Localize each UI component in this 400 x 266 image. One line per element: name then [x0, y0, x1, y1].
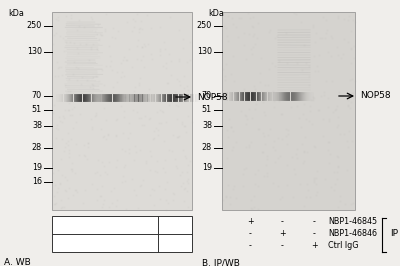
Text: 250: 250	[197, 22, 212, 31]
Text: 38: 38	[202, 122, 212, 131]
Text: A. WB: A. WB	[4, 258, 31, 266]
Text: NOP58: NOP58	[197, 93, 228, 102]
Text: 16: 16	[32, 177, 42, 186]
Text: 38: 38	[32, 122, 42, 131]
Text: HeLa: HeLa	[97, 239, 117, 248]
Text: B. IP/WB: B. IP/WB	[202, 258, 240, 266]
Text: kDa: kDa	[8, 9, 24, 18]
Text: Ctrl IgG: Ctrl IgG	[328, 242, 358, 251]
Text: NBP1-46846: NBP1-46846	[328, 230, 377, 239]
Text: 250: 250	[27, 22, 42, 31]
Text: 19: 19	[32, 164, 42, 172]
Text: -: -	[280, 242, 284, 251]
Text: NBP1-46845: NBP1-46845	[328, 218, 377, 227]
Text: NOP58: NOP58	[360, 92, 391, 101]
Text: -: -	[312, 230, 316, 239]
Text: kDa: kDa	[208, 9, 224, 18]
Text: 130: 130	[27, 48, 42, 56]
Text: 19: 19	[202, 164, 212, 172]
Text: -: -	[248, 242, 252, 251]
Text: 70: 70	[32, 92, 42, 101]
Text: 28: 28	[202, 143, 212, 152]
Text: -: -	[280, 218, 284, 227]
Text: 51: 51	[32, 106, 42, 114]
Bar	[52, 216, 192, 252]
Text: 50: 50	[168, 221, 178, 230]
Text: IP: IP	[390, 230, 398, 239]
Text: +: +	[311, 242, 317, 251]
Text: 28: 28	[32, 143, 42, 152]
Text: 70: 70	[202, 92, 212, 101]
Text: T: T	[171, 239, 175, 248]
Text: -: -	[248, 230, 252, 239]
Text: +: +	[247, 218, 253, 227]
Text: 5: 5	[134, 221, 140, 230]
Text: -: -	[312, 218, 316, 227]
Text: 50: 50	[77, 221, 87, 230]
Text: +: +	[279, 230, 285, 239]
Text: 130: 130	[197, 48, 212, 56]
Bar	[52, 12, 192, 210]
Bar	[222, 12, 355, 210]
Text: 15: 15	[105, 221, 115, 230]
Text: 51: 51	[202, 106, 212, 114]
